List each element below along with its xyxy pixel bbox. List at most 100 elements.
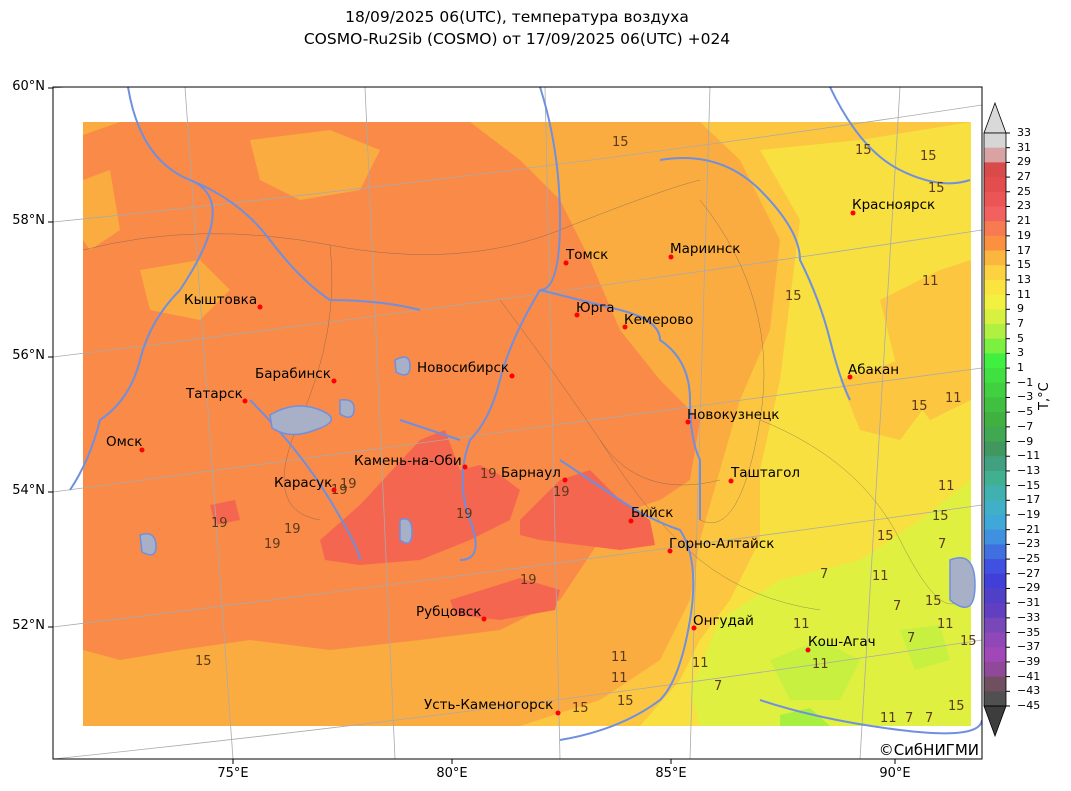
isoline-label: 15 (928, 181, 945, 196)
lat-label: 52°N (12, 618, 45, 633)
colorbar-segment (984, 544, 1006, 560)
colorbar-tick-label: 3 (1017, 346, 1024, 360)
colorbar-tick-label: 19 (1017, 228, 1031, 242)
colorbar-segment (984, 338, 1006, 354)
city-marker (481, 616, 487, 622)
isoline-label: 11 (937, 617, 954, 632)
city-label: Бийск (631, 505, 673, 521)
colorbar-tick-label: −45 (1017, 699, 1041, 712)
city-label: Кыштовка (184, 292, 257, 308)
colorbar-tick-label: −13 (1017, 463, 1041, 477)
isoline-label: 15 (948, 699, 965, 714)
city-marker (668, 254, 674, 260)
colorbar-tick-label: 5 (1017, 331, 1024, 345)
colorbar-tick-label: −31 (1017, 596, 1041, 610)
city-label: Мариинск (670, 241, 740, 257)
colorbar-segment (984, 279, 1006, 296)
isoline-label: 11 (812, 657, 829, 672)
lat-label: 56°N (12, 348, 45, 363)
colorbar-segment (984, 324, 1006, 340)
colorbar-tick-label: 25 (1017, 184, 1031, 198)
isoline-label: 15 (925, 594, 942, 609)
isoline-label: 7 (714, 679, 722, 694)
colorbar-segment (984, 676, 1006, 692)
colorbar-tick-label: −37 (1017, 640, 1041, 654)
axis-ticks (48, 87, 896, 764)
isoline-label: 19 (553, 485, 570, 500)
city-label: Барнаул (501, 465, 561, 481)
city-label: Барабинск (255, 366, 331, 382)
colorbar-tick-label: −5 (1017, 405, 1034, 419)
colorbar-segment (984, 559, 1006, 575)
city-marker (728, 478, 734, 484)
colorbar (983, 101, 1010, 738)
city-marker (242, 398, 248, 404)
isoline-label: 15 (877, 529, 894, 544)
isoline-labels: 15 15 15 15 15 15 15 15 15 15 15 15 15 1… (195, 135, 977, 726)
colorbar-tick-label: 9 (1017, 302, 1024, 316)
isoline-label: 19 (340, 477, 357, 492)
colorbar-segment (984, 412, 1006, 428)
colorbar-tick-label: −25 (1017, 552, 1041, 566)
colorbar-segment (984, 294, 1006, 310)
lakes (139, 356, 976, 609)
city-marker (667, 548, 673, 554)
city-label: Карасук (274, 475, 332, 491)
isoline-label: 11 (611, 671, 628, 686)
colorbar-tick-label: 11 (1017, 287, 1031, 301)
colorbar-segment (984, 573, 1006, 589)
colorbar-tick-label: 7 (1017, 317, 1024, 330)
city-label: Абакан (848, 362, 899, 378)
city-marker (331, 378, 337, 384)
isoline-label: 7 (907, 631, 915, 646)
city-marker (691, 625, 697, 631)
isoline-label: 11 (692, 656, 709, 671)
colorbar-segment (984, 691, 1006, 707)
isoline-label: 15 (572, 701, 589, 716)
colorbar-segment (984, 441, 1006, 457)
isoline-label: 11 (938, 479, 955, 494)
colorbar-tick-label: −15 (1017, 478, 1041, 492)
colorbar-segment (984, 426, 1006, 443)
isoline-label: 11 (945, 391, 962, 406)
colorbar-tick-label: −3 (1017, 390, 1034, 404)
colorbar-segment (984, 235, 1006, 252)
colorbar-tick-label: −43 (1017, 684, 1041, 698)
city-marker (331, 487, 337, 493)
city-markers (139, 210, 856, 716)
colorbar-segment (984, 191, 1006, 207)
colorbar-segment (984, 206, 1006, 222)
isoline-label: 7 (925, 711, 933, 726)
colorbar-tick-label: −11 (1017, 449, 1041, 463)
city-marker (139, 447, 145, 453)
city-marker (257, 304, 263, 310)
city-label: Кемерово (624, 312, 693, 328)
colorbar-tick-label: 13 (1017, 272, 1031, 286)
lon-label: 75°E (217, 766, 249, 781)
isoline-label: 19 (331, 483, 348, 498)
isoline-label: 15 (617, 694, 634, 709)
graticule (53, 87, 982, 759)
colorbar-tick-label: −17 (1017, 493, 1041, 507)
city-label: Камень-на-Оби (354, 453, 462, 469)
colorbar-tick-label: −19 (1017, 508, 1041, 521)
colorbar-tick-label: 31 (1017, 140, 1031, 154)
lat-label: 54°N (12, 483, 45, 498)
colorbar-segment (984, 588, 1006, 604)
city-marker (509, 373, 515, 379)
isoline-label: 11 (793, 617, 810, 632)
city-marker (462, 464, 468, 470)
city-marker (574, 312, 580, 318)
colorbar-segment (984, 661, 1006, 678)
isoline-label: 15 (960, 634, 977, 649)
colorbar-tick-label: −21 (1017, 522, 1041, 536)
isoline-label: 7 (905, 711, 913, 726)
colorbar-segment (984, 133, 1006, 149)
colorbar-segment (984, 162, 1006, 178)
colorbar-extend-max (983, 101, 1007, 134)
isoline-label: 19 (211, 516, 228, 531)
isoline-label: 11 (922, 274, 939, 289)
colorbar-segment (984, 632, 1006, 648)
colorbar-tick-label: 23 (1017, 199, 1031, 213)
